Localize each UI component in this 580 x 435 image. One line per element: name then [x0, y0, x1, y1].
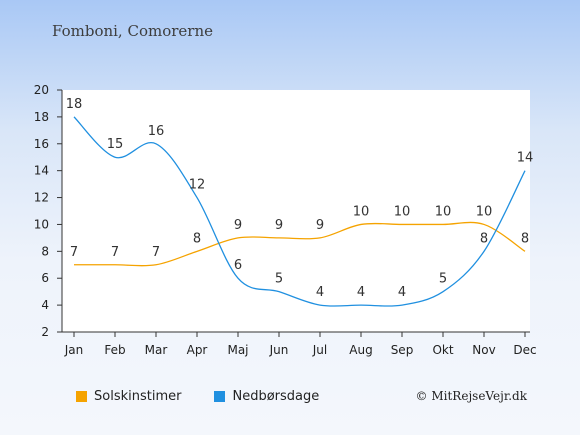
data-label-rain: 18	[66, 97, 83, 112]
series-line-rain	[73, 116, 526, 307]
x-tick-label: Feb	[104, 343, 125, 357]
x-tick-label: Jul	[312, 343, 327, 357]
data-label-sunshine: 10	[353, 204, 370, 219]
y-tick-label: 14	[34, 164, 49, 178]
data-label-rain: 4	[316, 285, 324, 300]
y-tick-label: 2	[41, 325, 49, 339]
chart-title: Fomboni, Comorerne	[52, 22, 213, 40]
legend-item-sunshine: Solskinstimer	[76, 389, 181, 404]
legend-swatch-sunshine	[76, 391, 87, 402]
y-tick-label: 18	[34, 110, 49, 124]
data-label-sunshine: 9	[275, 218, 283, 233]
plot-area	[62, 90, 530, 332]
x-tick-label: Sep	[391, 343, 414, 357]
x-tick-label: Dec	[513, 343, 536, 357]
data-label-sunshine: 8	[193, 231, 201, 246]
legend: Solskinstimer Nedbørsdage	[76, 389, 352, 404]
x-tick-label: Maj	[227, 343, 248, 357]
data-label-sunshine: 7	[111, 245, 119, 260]
legend-item-rain: Nedbørsdage	[214, 389, 319, 404]
legend-label-sunshine: Solskinstimer	[94, 389, 182, 404]
data-label-rain: 8	[480, 231, 488, 246]
x-tick-label: Jun	[269, 343, 289, 357]
data-label-rain: 5	[275, 272, 283, 287]
x-tick-label: Okt	[432, 343, 453, 357]
y-tick-label: 8	[41, 244, 49, 258]
x-tick-label: Nov	[472, 343, 495, 357]
copyright-text: © MitRejseVejr.dk	[415, 389, 527, 403]
data-label-rain: 14	[517, 151, 534, 166]
data-label-sunshine: 10	[394, 204, 411, 219]
y-tick-label: 10	[34, 217, 49, 231]
data-label-rain: 5	[439, 272, 447, 287]
x-tick-label: Jan	[64, 343, 84, 357]
data-label-rain: 6	[234, 258, 242, 273]
y-tick-label: 20	[34, 83, 49, 97]
x-tick-label: Apr	[187, 343, 208, 357]
data-label-rain: 12	[189, 178, 206, 193]
x-tick-label: Aug	[349, 343, 372, 357]
data-label-rain: 4	[357, 285, 365, 300]
y-tick-label: 6	[41, 271, 49, 285]
y-tick-label: 4	[41, 298, 49, 312]
data-label-sunshine: 8	[521, 231, 529, 246]
legend-swatch-rain	[214, 391, 226, 402]
data-label-sunshine: 9	[316, 218, 324, 233]
data-label-rain: 4	[398, 285, 406, 300]
data-label-sunshine: 9	[234, 218, 242, 233]
y-tick-label: 12	[34, 191, 49, 205]
data-label-sunshine: 7	[152, 245, 160, 260]
data-label-sunshine: 10	[476, 204, 493, 219]
data-label-rain: 16	[148, 124, 165, 139]
data-label-sunshine: 10	[435, 204, 452, 219]
series-line-sunshine	[74, 221, 526, 267]
x-tick-label: Mar	[145, 343, 168, 357]
y-tick-label: 16	[34, 137, 49, 151]
legend-label-rain: Nedbørsdage	[232, 389, 320, 404]
data-label-sunshine: 7	[70, 245, 78, 260]
data-label-rain: 15	[107, 137, 124, 152]
